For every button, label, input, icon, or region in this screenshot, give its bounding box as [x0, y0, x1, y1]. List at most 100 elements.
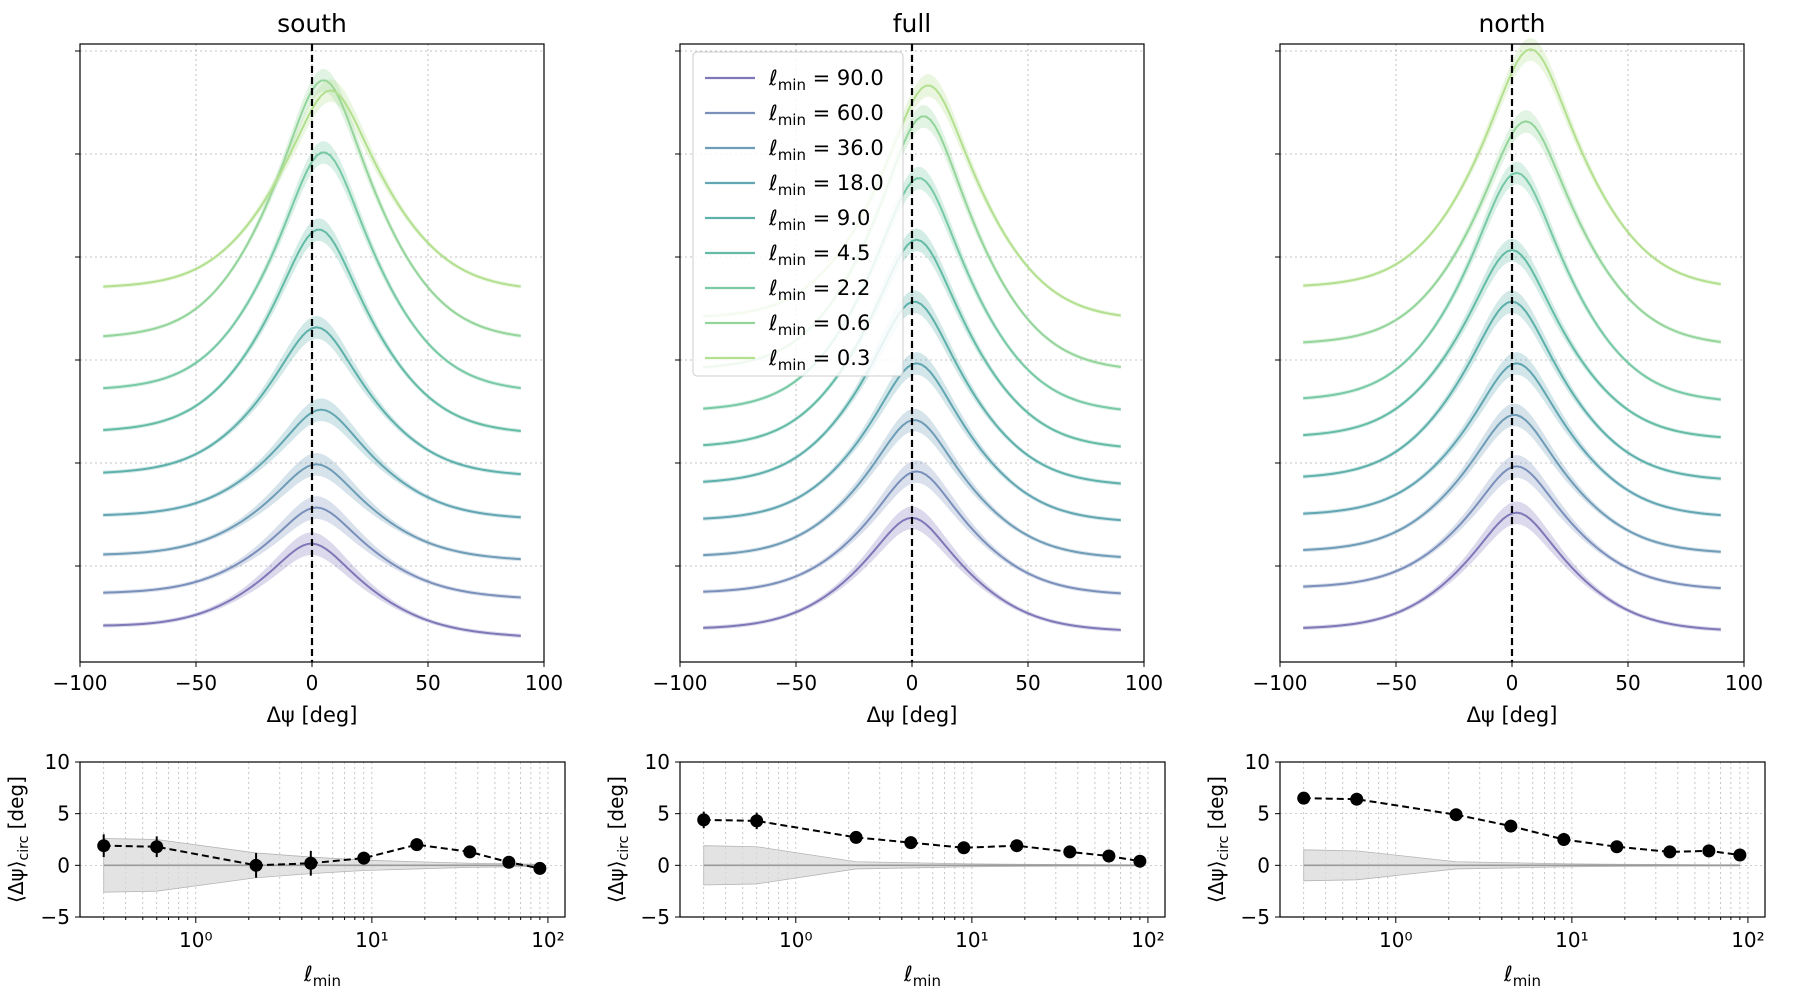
profile-line-2.2: [103, 151, 521, 390]
y-tick-label: −5: [1241, 905, 1270, 929]
data-point: [1350, 792, 1364, 806]
profile-band-60.0: [103, 496, 521, 600]
x-axis-label: Δψ [deg]: [267, 703, 358, 727]
legend-label-4.5: ℓmin = 4.5: [768, 241, 870, 269]
mean-connector: [1303, 797, 1741, 856]
mean-connector: [103, 843, 541, 870]
y-tick-label: 0: [657, 853, 670, 877]
y-tick-label: −5: [641, 905, 670, 929]
x-tick-label: 100: [525, 671, 563, 695]
y-tick-label: 0: [1257, 853, 1270, 877]
y-tick-label: 5: [1257, 802, 1270, 826]
x-tick-label: 50: [1615, 671, 1640, 695]
y-tick-label: −5: [41, 905, 70, 929]
x-tick-label: −100: [653, 671, 708, 695]
axes-frame: [679, 761, 1166, 918]
x-tick-label: 50: [1015, 671, 1040, 695]
y-tick-label: 5: [57, 802, 70, 826]
legend-label-9.0: ℓmin = 9.0: [768, 206, 870, 234]
data-point: [97, 839, 111, 853]
y-axis-label: ⟨Δψ⟩circ [deg]: [604, 776, 632, 903]
data-point: [533, 861, 547, 875]
profile-line-4.5: [703, 238, 1121, 448]
x-tick-label: 10¹: [955, 928, 988, 952]
data-point: [1010, 839, 1024, 853]
data-point: [1663, 845, 1677, 859]
y-tick-label: 0: [57, 853, 70, 877]
profile-line-2.2: [1303, 171, 1721, 401]
data-point: [1610, 840, 1624, 854]
x-tick-label: 50: [415, 671, 440, 695]
x-tick-label: −50: [175, 671, 217, 695]
data-point: [1297, 791, 1311, 805]
profile-band-0.6: [1303, 109, 1721, 345]
x-axis-label: ℓmin: [903, 962, 941, 990]
profile-line-0.3: [103, 89, 521, 288]
data-point: [150, 840, 164, 854]
x-tick-label: 100: [1125, 671, 1163, 695]
x-tick-label: 0: [306, 671, 319, 695]
legend-label-0.3: ℓmin = 0.3: [768, 346, 870, 374]
profile-line-36.0: [1303, 414, 1721, 553]
legend-label-18.0: ℓmin = 18.0: [768, 171, 884, 199]
axes-frame: [79, 761, 566, 918]
data-point: [249, 858, 263, 872]
x-tick-label: 10²: [531, 928, 564, 952]
y-tick-label: 10: [645, 750, 670, 774]
axes-frame: [1279, 761, 1766, 918]
x-tick-label: −50: [775, 671, 817, 695]
x-tick-label: 0: [1506, 671, 1519, 695]
mean-panel-south: −5 0 5 10 10⁰ 10¹ 10² ℓmin ⟨Δψ⟩circ [deg]: [4, 750, 566, 990]
legend-label-90.0: ℓmin = 90.0: [768, 66, 884, 94]
legend-label-36.0: ℓmin = 36.0: [768, 136, 884, 164]
mean-panel-full: −5 0 5 10 10⁰ 10¹ 10² ℓmin ⟨Δψ⟩circ [deg]: [604, 750, 1166, 990]
profile-panel-south: −100 −50 0 50 100 Δψ [deg] south: [53, 9, 564, 727]
x-tick-label: 10⁰: [179, 928, 212, 952]
data-point: [502, 855, 516, 869]
data-point: [1702, 844, 1716, 858]
y-tick-label: 10: [45, 750, 70, 774]
data-point: [750, 814, 764, 828]
profile-line-9.0: [103, 326, 521, 476]
y-tick-label: 10: [1245, 750, 1270, 774]
data-point: [1133, 854, 1147, 868]
data-point: [1733, 848, 1747, 862]
profile-line-90.0: [1303, 511, 1721, 631]
y-axis-label: ⟨Δψ⟩circ [deg]: [1204, 776, 1232, 903]
x-tick-label: −100: [1253, 671, 1308, 695]
data-point: [1504, 819, 1518, 833]
profile-panel-north: −100 −50 0 50 100 Δψ [deg] north: [1253, 9, 1764, 727]
data-point: [1449, 808, 1463, 822]
legend-box: [692, 51, 904, 377]
panel-title: full: [893, 9, 932, 38]
data-point: [463, 845, 477, 859]
x-tick-label: 10⁰: [1379, 928, 1412, 952]
profile-line-60.0: [703, 470, 1121, 595]
x-tick-label: −50: [1375, 671, 1417, 695]
profile-line-4.5: [1303, 248, 1721, 439]
x-axis-label: ℓmin: [303, 962, 341, 990]
x-axis-label: ℓmin: [1503, 962, 1541, 990]
panel-title: south: [277, 9, 347, 38]
legend-label-2.2: ℓmin = 2.2: [768, 276, 870, 304]
x-tick-label: 10²: [1131, 928, 1164, 952]
x-tick-label: 0: [906, 671, 919, 695]
x-axis-label: Δψ [deg]: [867, 703, 958, 727]
x-tick-label: 10¹: [355, 928, 388, 952]
data-point: [904, 836, 918, 850]
legend-label-60.0: ℓmin = 60.0: [768, 101, 884, 129]
data-point: [304, 856, 318, 870]
data-point: [410, 838, 424, 852]
x-tick-label: −100: [53, 671, 108, 695]
y-tick-label: 5: [657, 802, 670, 826]
data-point: [1557, 833, 1571, 846]
y-axis-label: ⟨Δψ⟩circ [deg]: [4, 776, 32, 903]
panel-title: north: [1478, 9, 1545, 38]
data-point: [957, 841, 971, 855]
mean-panel-north: −5 0 5 10 10⁰ 10¹ 10² ℓmin ⟨Δψ⟩circ [deg]: [1204, 750, 1766, 990]
x-tick-label: 10⁰: [779, 928, 812, 952]
x-tick-label: 10²: [1731, 928, 1764, 952]
x-axis-label: Δψ [deg]: [1467, 703, 1558, 727]
legend-label-0.6: ℓmin = 0.6: [768, 311, 870, 339]
